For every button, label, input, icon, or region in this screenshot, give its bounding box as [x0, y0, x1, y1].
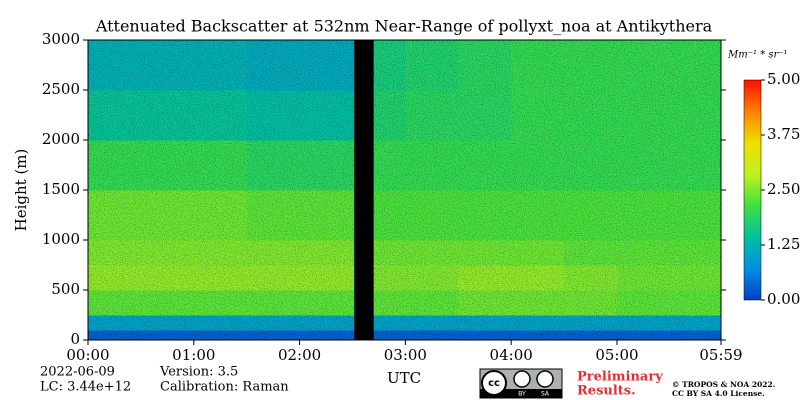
notice-line: Results. — [577, 384, 636, 399]
x-tick-label: 04:00 — [490, 346, 533, 364]
colorbar-label: Mm⁻¹ * sr⁻¹ — [727, 50, 788, 61]
x-axis-label: UTC — [387, 369, 421, 387]
sa-text: SA — [541, 391, 550, 398]
version: Version: 3.5 — [159, 365, 238, 380]
colorbar-tick-label: 1.25 — [767, 235, 800, 253]
cc-badge: cc BY SA — [479, 368, 563, 399]
cc-icon-text: cc — [488, 378, 500, 389]
y-tick-label: 2000 — [42, 130, 80, 148]
notice-line: Preliminary — [577, 370, 663, 385]
axes: 00:00 01:00 02:00 03:00 04:00 05:00 05:59 0 500 1… — [42, 30, 743, 364]
copyright: CC BY SA 4.0 License. — [672, 389, 765, 398]
cc-icon — [481, 370, 507, 396]
x-tick-label: 05:00 — [595, 346, 638, 364]
badge-band — [480, 389, 562, 398]
y-tick-label: 1000 — [42, 230, 80, 248]
noise-texture — [88, 40, 721, 340]
y-tick-label: 3000 — [42, 30, 80, 48]
x-tick-label: 01:00 — [172, 346, 215, 364]
sa-icon — [536, 370, 554, 388]
by-text: BY — [518, 391, 526, 398]
lidar-constant: LC: 3.44e+12 — [40, 380, 131, 395]
by-icon — [513, 370, 531, 388]
calibration: Calibration: Raman — [160, 380, 289, 395]
x-tick-label: 00:00 — [66, 346, 109, 364]
x-tick-label: 05:59 — [699, 346, 742, 364]
colorbar-tick-label: 0.00 — [767, 290, 800, 308]
y-tick-label: 0 — [70, 330, 80, 348]
x-tick-label: 02:00 — [278, 346, 321, 364]
y-axis-label: Height (m) — [12, 149, 30, 232]
y-tick-label: 500 — [51, 280, 80, 298]
x-tick-label: 03:00 — [384, 346, 427, 364]
copyright: © TROPOS & NOA 2022. — [672, 380, 775, 389]
colorbar-tick-label: 5.00 — [767, 70, 800, 88]
colorbar — [743, 79, 762, 301]
y-tick-label: 2500 — [42, 80, 80, 98]
date: 2022-06-09 — [40, 365, 115, 380]
chart-title: Attenuated Backscatter at 532nm Near-Ran… — [95, 17, 713, 36]
colorbar-tick-label: 2.50 — [767, 180, 800, 198]
colorbar-tick-label: 3.75 — [767, 125, 800, 143]
y-tick-label: 1500 — [42, 180, 80, 198]
